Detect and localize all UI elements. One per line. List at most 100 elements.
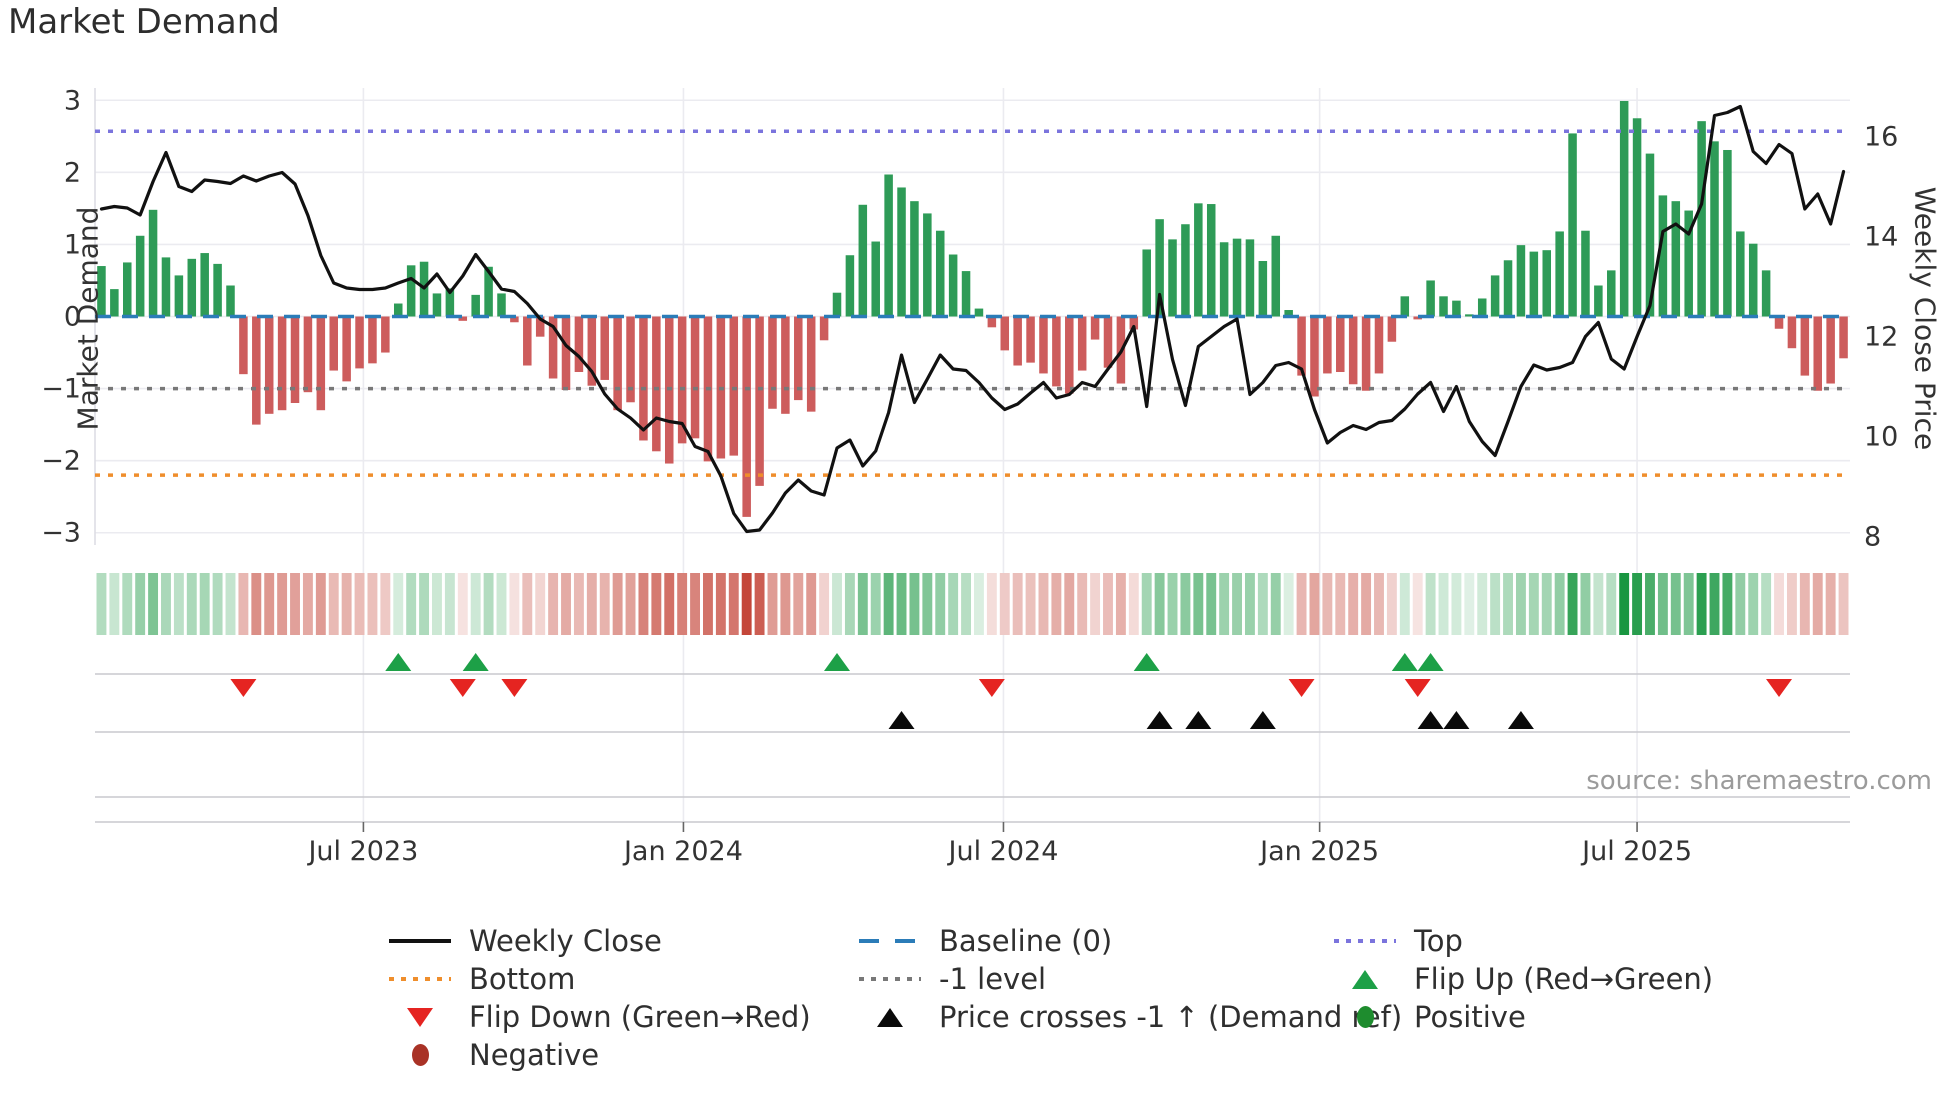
- demand-bar-negative: [252, 316, 261, 425]
- demand-bar-negative: [768, 316, 777, 409]
- flip-up-marker: [1133, 653, 1160, 671]
- demand-bar-positive: [1581, 230, 1590, 317]
- demand-bar-negative: [1297, 316, 1306, 376]
- heatmap-cell: [1386, 573, 1397, 635]
- flip-up-marker: [1391, 653, 1418, 671]
- demand-bar-negative: [458, 316, 468, 321]
- heatmap-cell: [1477, 573, 1488, 635]
- heatmap-cell: [1657, 573, 1668, 635]
- heatmap-cell: [612, 573, 623, 635]
- left-axis-tick: −3: [41, 518, 81, 549]
- heatmap-cell: [1309, 573, 1320, 635]
- demand-bar-negative: [819, 316, 829, 341]
- heatmap-cell: [1399, 573, 1410, 635]
- demand-bar-positive: [1168, 239, 1177, 317]
- demand-bar-positive: [923, 213, 932, 317]
- heatmap-cell: [1193, 573, 1204, 635]
- heatmap-cell: [948, 573, 959, 635]
- demand-bar-positive: [1516, 245, 1526, 317]
- legend-label: Top: [1414, 924, 1463, 958]
- baseline-dashed-line-icon: [855, 929, 925, 953]
- demand-bar-positive: [432, 293, 442, 317]
- left-axis-tick: 3: [64, 85, 81, 116]
- positive-circle-icon: [1330, 1005, 1400, 1029]
- demand-bar-negative: [1839, 316, 1848, 359]
- price-cross-marker: [1185, 711, 1212, 729]
- heatmap-cell: [496, 573, 507, 635]
- heatmap-cell: [1128, 573, 1139, 635]
- heatmap-cell: [1761, 573, 1772, 635]
- demand-bar-negative: [1774, 316, 1784, 329]
- heatmap-cell: [1774, 573, 1784, 635]
- demand-bar-negative: [1065, 316, 1074, 394]
- demand-bar-negative: [1090, 316, 1100, 340]
- demand-bar-positive: [1426, 280, 1435, 317]
- heatmap-cell: [148, 573, 159, 635]
- heatmap-cell: [1361, 573, 1372, 635]
- demand-bar-positive: [1594, 285, 1603, 317]
- heatmap-cell: [1554, 573, 1565, 635]
- heatmap-cell: [367, 573, 378, 635]
- legend-item-top: Top: [1330, 922, 1463, 960]
- bottom-dotted-line-icon: [385, 967, 455, 991]
- heatmap-cell: [199, 573, 210, 635]
- y-axis-label-left: Market Demand: [71, 206, 105, 431]
- demand-bar-positive: [1723, 149, 1732, 317]
- flip-down-marker: [501, 679, 528, 697]
- heatmap-cell: [638, 573, 649, 635]
- heatmap-cell: [1786, 573, 1797, 635]
- x-axis-tick-label: Jan 2025: [1258, 836, 1379, 867]
- demand-bar-positive: [1542, 250, 1552, 317]
- right-axis-tick: 8: [1864, 522, 1881, 553]
- flip-up-marker: [1417, 653, 1444, 671]
- heatmap-cell: [1038, 573, 1049, 635]
- flip-up-marker: [385, 653, 412, 671]
- flip-down-marker: [1288, 679, 1315, 697]
- heatmap-cell: [302, 573, 313, 635]
- demand-bar-negative: [239, 316, 248, 375]
- heatmap-cell: [1115, 573, 1126, 635]
- flip-down-marker: [230, 679, 257, 697]
- x-axis-tick-label: Jul 2023: [306, 836, 418, 867]
- demand-bar-positive: [1181, 224, 1190, 317]
- heatmap-cell: [1296, 573, 1307, 635]
- price-cross-marker: [1249, 711, 1276, 729]
- left-axis-tick: 2: [64, 157, 81, 188]
- demand-bar-positive: [974, 308, 984, 317]
- demand-bar-negative: [290, 316, 300, 403]
- heatmap-cell: [1812, 573, 1823, 635]
- heatmap-cell: [548, 573, 559, 635]
- demand-bar-positive: [1529, 251, 1539, 317]
- demand-bar-negative: [1387, 316, 1397, 342]
- heatmap-cell: [728, 573, 739, 635]
- heatmap-cell: [793, 573, 804, 635]
- heatmap-cell: [1141, 573, 1152, 635]
- heatmap-cell: [974, 573, 984, 635]
- heatmap-cell: [393, 573, 404, 635]
- heatmap-cell: [922, 573, 933, 635]
- heatmap-cell: [1167, 573, 1178, 635]
- price-cross-marker: [1146, 711, 1173, 729]
- heatmap-cell: [651, 573, 662, 635]
- heatmap-cell: [1180, 573, 1191, 635]
- demand-bar-positive: [1671, 201, 1681, 317]
- heatmap-cell: [1696, 573, 1707, 635]
- demand-bar-positive: [1219, 242, 1229, 317]
- demand-bar-negative: [794, 316, 803, 401]
- demand-bar-negative: [1361, 316, 1371, 391]
- demand-bar-negative: [1077, 316, 1087, 371]
- left-axis-tick: −2: [41, 446, 81, 477]
- heatmap-cell: [1232, 573, 1242, 635]
- heatmap-cell: [1244, 573, 1255, 635]
- demand-bar-negative: [264, 316, 274, 414]
- demand-bar-positive: [187, 258, 197, 317]
- price-cross-marker: [1417, 711, 1444, 729]
- demand-bar-positive: [213, 263, 222, 317]
- heatmap-cell: [883, 573, 894, 635]
- heatmap-cell: [1335, 573, 1346, 635]
- legend-item-baseline: Baseline (0): [855, 922, 1112, 960]
- demand-bar-positive: [1245, 239, 1255, 317]
- heatmap-cell: [832, 573, 842, 635]
- demand-bar-negative: [316, 316, 326, 411]
